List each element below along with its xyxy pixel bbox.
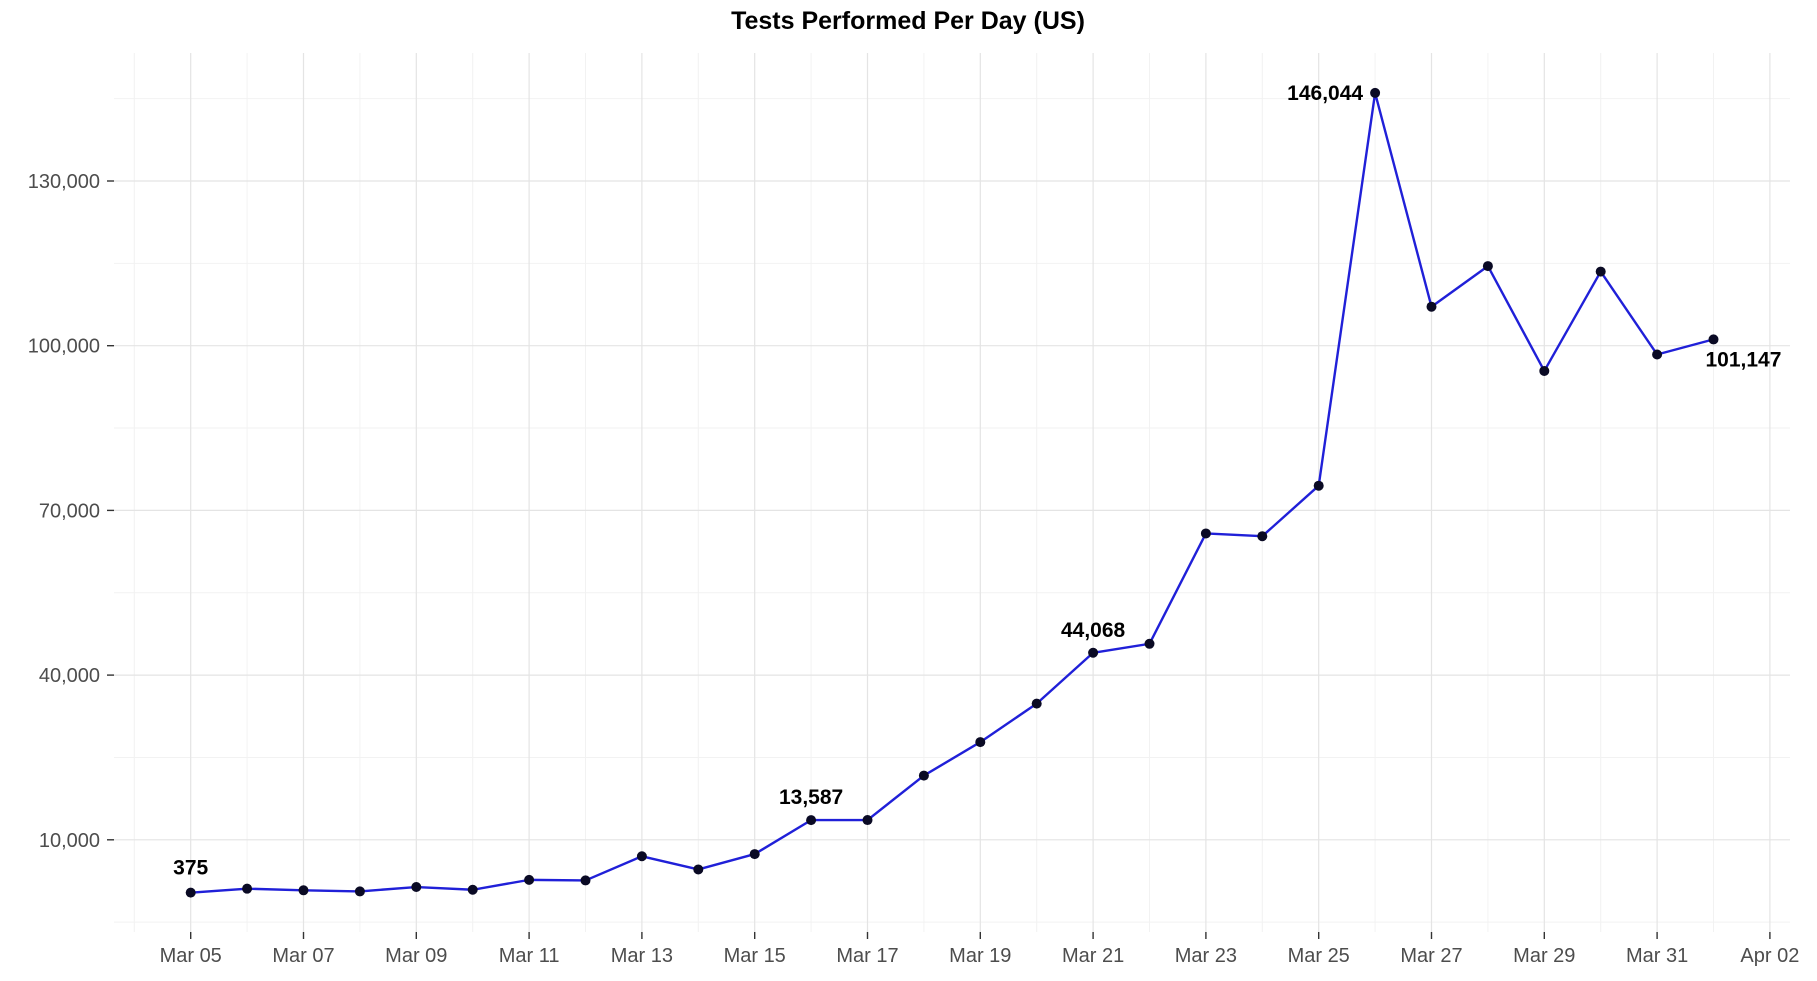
data-point	[298, 885, 309, 896]
series-line	[189, 91, 1715, 894]
y-axis-label: 40,000	[39, 665, 100, 687]
data-point	[1031, 698, 1042, 709]
data-point	[862, 815, 873, 826]
data-point	[242, 883, 253, 894]
data-point-label: 101,147	[1706, 348, 1782, 371]
data-point-label: 44,068	[1061, 619, 1126, 642]
y-axis-labels: 10,000 40,000 70,000 100,000 130,000	[28, 171, 100, 852]
data-point-label: 13,587	[779, 786, 843, 809]
data-point	[693, 864, 704, 875]
x-axis-label: Mar 07	[272, 945, 334, 967]
x-axis-label: Mar 23	[1175, 945, 1237, 967]
data-point	[806, 815, 817, 826]
data-point	[636, 851, 647, 862]
data-point	[185, 887, 196, 898]
chart-title: Tests Performed Per Day (US)	[731, 7, 1085, 35]
data-point	[1257, 531, 1268, 542]
data-point	[1426, 301, 1437, 312]
data-point	[1708, 334, 1719, 345]
data-point	[1200, 528, 1211, 539]
data-point	[1144, 638, 1155, 649]
data-point-labels: 375 13,587 44,068 146,044 101,147	[173, 82, 1781, 880]
data-point	[1370, 87, 1381, 98]
data-point	[749, 849, 760, 860]
data-point	[467, 884, 478, 895]
x-axis-label: Mar 05	[160, 945, 222, 967]
data-point	[1482, 261, 1493, 272]
x-axis-label: Mar 29	[1513, 945, 1575, 967]
x-axis-label: Mar 31	[1626, 945, 1688, 967]
data-point	[580, 875, 591, 886]
x-axis-label: Mar 13	[611, 945, 673, 967]
data-point	[1595, 266, 1606, 277]
y-axis-label: 70,000	[39, 500, 100, 522]
data-point	[1313, 480, 1324, 491]
x-axis-label: Mar 21	[1062, 945, 1124, 967]
data-point	[1652, 349, 1663, 360]
data-point	[524, 874, 535, 885]
axis-tick-marks	[107, 180, 1771, 939]
data-point-label: 375	[173, 857, 208, 880]
x-axis-labels: Mar 05 Mar 07 Mar 09 Mar 11 Mar 13 Mar 15 Mar …	[160, 945, 1800, 967]
gridlines-major	[114, 53, 1790, 932]
data-point	[1088, 647, 1099, 658]
y-axis-label: 100,000	[28, 336, 100, 358]
x-axis-label: Mar 09	[385, 945, 447, 967]
data-point	[411, 882, 422, 893]
data-point	[1539, 365, 1550, 376]
x-axis-label: Mar 15	[724, 945, 786, 967]
gridlines-minor	[114, 53, 1790, 932]
data-point	[354, 886, 365, 897]
y-axis-label: 130,000	[28, 171, 100, 193]
x-axis-label: Mar 27	[1400, 945, 1462, 967]
x-axis-label: Mar 17	[836, 945, 898, 967]
data-point-label: 146,044	[1287, 82, 1363, 105]
data-series	[189, 91, 1715, 894]
y-axis-label: 10,000	[39, 830, 100, 852]
x-axis-label: Apr 02	[1740, 945, 1799, 967]
data-point	[975, 737, 986, 748]
data-points	[185, 87, 1719, 898]
data-point	[918, 770, 929, 781]
x-axis-label: Mar 25	[1288, 945, 1350, 967]
x-axis-label: Mar 11	[499, 945, 560, 967]
x-axis-label: Mar 19	[949, 945, 1011, 967]
